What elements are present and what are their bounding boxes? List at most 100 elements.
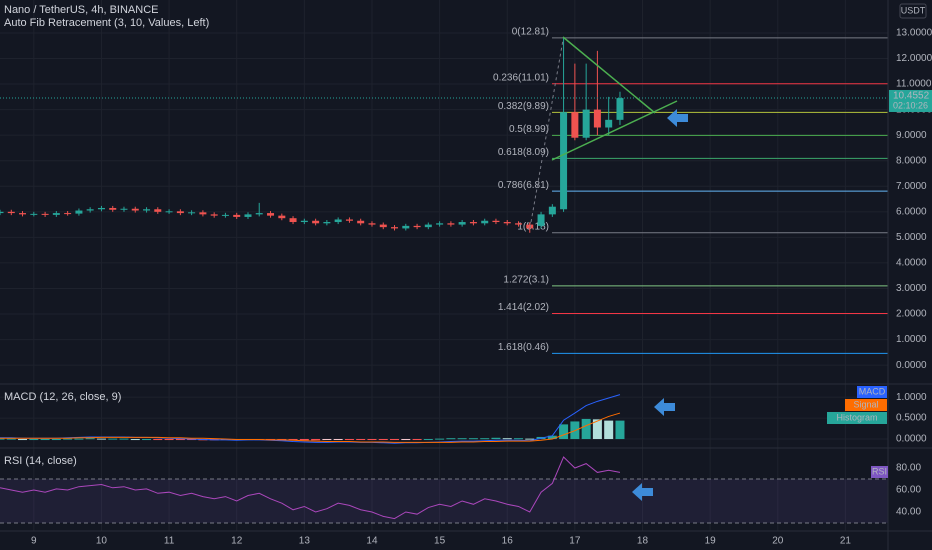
candle-body: [548, 206, 556, 215]
candle-body: [458, 222, 466, 225]
histogram-bar: [559, 424, 569, 440]
y-tick-label: 0.0000: [896, 434, 927, 445]
y-tick-label: 8.0000: [896, 155, 927, 166]
candle-body: [413, 225, 421, 228]
y-tick-label: 60.00: [896, 485, 921, 496]
y-tick-label: 11.0000: [896, 79, 932, 90]
histogram-bar: [175, 439, 185, 441]
candle-body: [605, 119, 613, 128]
histogram-bar: [108, 438, 118, 440]
chart-title: Nano / TetherUS, 4h, BINANCE: [4, 4, 158, 16]
candle-body: [176, 211, 184, 214]
histogram-bar: [119, 438, 129, 440]
x-tick-label: 13: [299, 536, 311, 547]
candle-body: [131, 208, 139, 211]
candle-body: [379, 224, 387, 228]
candle-body: [582, 109, 590, 138]
currency-box: [899, 3, 927, 19]
y-tick-label: 12.0000: [896, 53, 932, 64]
candle-body: [30, 213, 38, 215]
candle-body: [75, 210, 83, 214]
candle-body: [616, 98, 624, 120]
legend-label: Histogram: [836, 412, 877, 422]
histogram-bar: [96, 438, 106, 440]
macd-title: MACD (12, 26, close, 9): [4, 391, 121, 403]
histogram-bar: [0, 438, 5, 440]
histogram-bar: [480, 438, 490, 440]
legend-pill: [871, 466, 888, 478]
last-price-label: 10.4552: [893, 91, 930, 102]
y-tick-label: 4.0000: [896, 258, 927, 269]
fib-label: 1.272(3.1): [503, 275, 549, 286]
countdown-label: 02:10:26: [893, 100, 928, 110]
x-tick-label: 10: [96, 536, 108, 547]
candle-body: [503, 222, 511, 224]
candle-body: [515, 223, 523, 225]
candle-body: [402, 225, 410, 229]
marks: 0(12.81) 0.236(11.01) 0.382(9.89) 0.5(8.99)…: [0, 26, 888, 520]
last-price-box: [889, 89, 932, 112]
histogram-bar: [502, 438, 512, 440]
indicator-title: Auto Fib Retracement (3, 10, Values, Lef…: [4, 17, 209, 29]
candle-body: [481, 220, 489, 224]
y-tick-label: 40.00: [896, 507, 921, 518]
fib-label: 1.414(2.02): [498, 302, 549, 313]
candle-body: [64, 213, 72, 215]
histogram-bar: [389, 439, 399, 441]
y-tick-label: 9.0000: [896, 130, 927, 141]
y-tick-label: 3.0000: [896, 283, 927, 294]
histogram-bar: [299, 439, 309, 441]
candle-body: [469, 222, 477, 224]
histogram-bar: [604, 420, 614, 440]
y-tick-label: 80.00: [896, 463, 921, 474]
candle-body: [447, 223, 455, 225]
candle-body: [109, 207, 117, 210]
candle-body: [0, 211, 4, 214]
candle-body: [300, 220, 308, 223]
fib-label: 0.786(6.81): [498, 180, 549, 191]
legend-label: MACD: [859, 386, 886, 396]
candle-body: [267, 213, 275, 216]
candle-body: [492, 220, 500, 223]
legend-pill: [827, 412, 887, 424]
candle-body: [323, 222, 331, 224]
arrow: [654, 398, 675, 416]
x-tick-label: 15: [434, 536, 446, 547]
histogram-bar: [29, 439, 39, 441]
histogram-bar: [333, 439, 343, 441]
y-tick-label: 0.5000: [896, 413, 927, 424]
histogram-bar: [435, 438, 445, 440]
triangle-drawing: [551, 36, 678, 161]
x-tick-label: 20: [772, 536, 784, 547]
x-tick-label: 9: [31, 536, 37, 547]
candle-body: [19, 213, 27, 215]
fib-connector: [529, 39, 564, 229]
arrows: [632, 109, 688, 501]
candle-body: [571, 112, 579, 138]
fib-label: 0.5(8.99): [509, 124, 549, 135]
legend-pill: [857, 386, 887, 398]
histogram-bar: [63, 438, 73, 440]
histogram-bar: [367, 439, 377, 441]
histogram-bar: [401, 439, 411, 441]
candle-body: [188, 212, 196, 214]
y-tick-label: 1.0000: [896, 392, 927, 403]
histogram-bar: [581, 418, 591, 440]
candle-body: [368, 223, 376, 225]
fib-label: 0.618(8.09): [498, 147, 549, 158]
candle-body: [424, 224, 432, 228]
histogram-bar: [457, 438, 467, 440]
candle-body: [97, 207, 105, 210]
fib-label: 0.382(9.89): [498, 101, 549, 112]
candle-body: [289, 218, 297, 223]
x-tick-label: 19: [705, 536, 717, 547]
histogram-bar: [18, 439, 28, 441]
candle-body: [436, 223, 444, 225]
legend-label: RSI: [872, 466, 887, 476]
candle-body: [52, 213, 60, 215]
histogram-bar: [164, 439, 174, 441]
histogram-bar: [40, 439, 50, 441]
x-tick-label: 12: [231, 536, 243, 547]
histogram-bar: [85, 438, 95, 440]
